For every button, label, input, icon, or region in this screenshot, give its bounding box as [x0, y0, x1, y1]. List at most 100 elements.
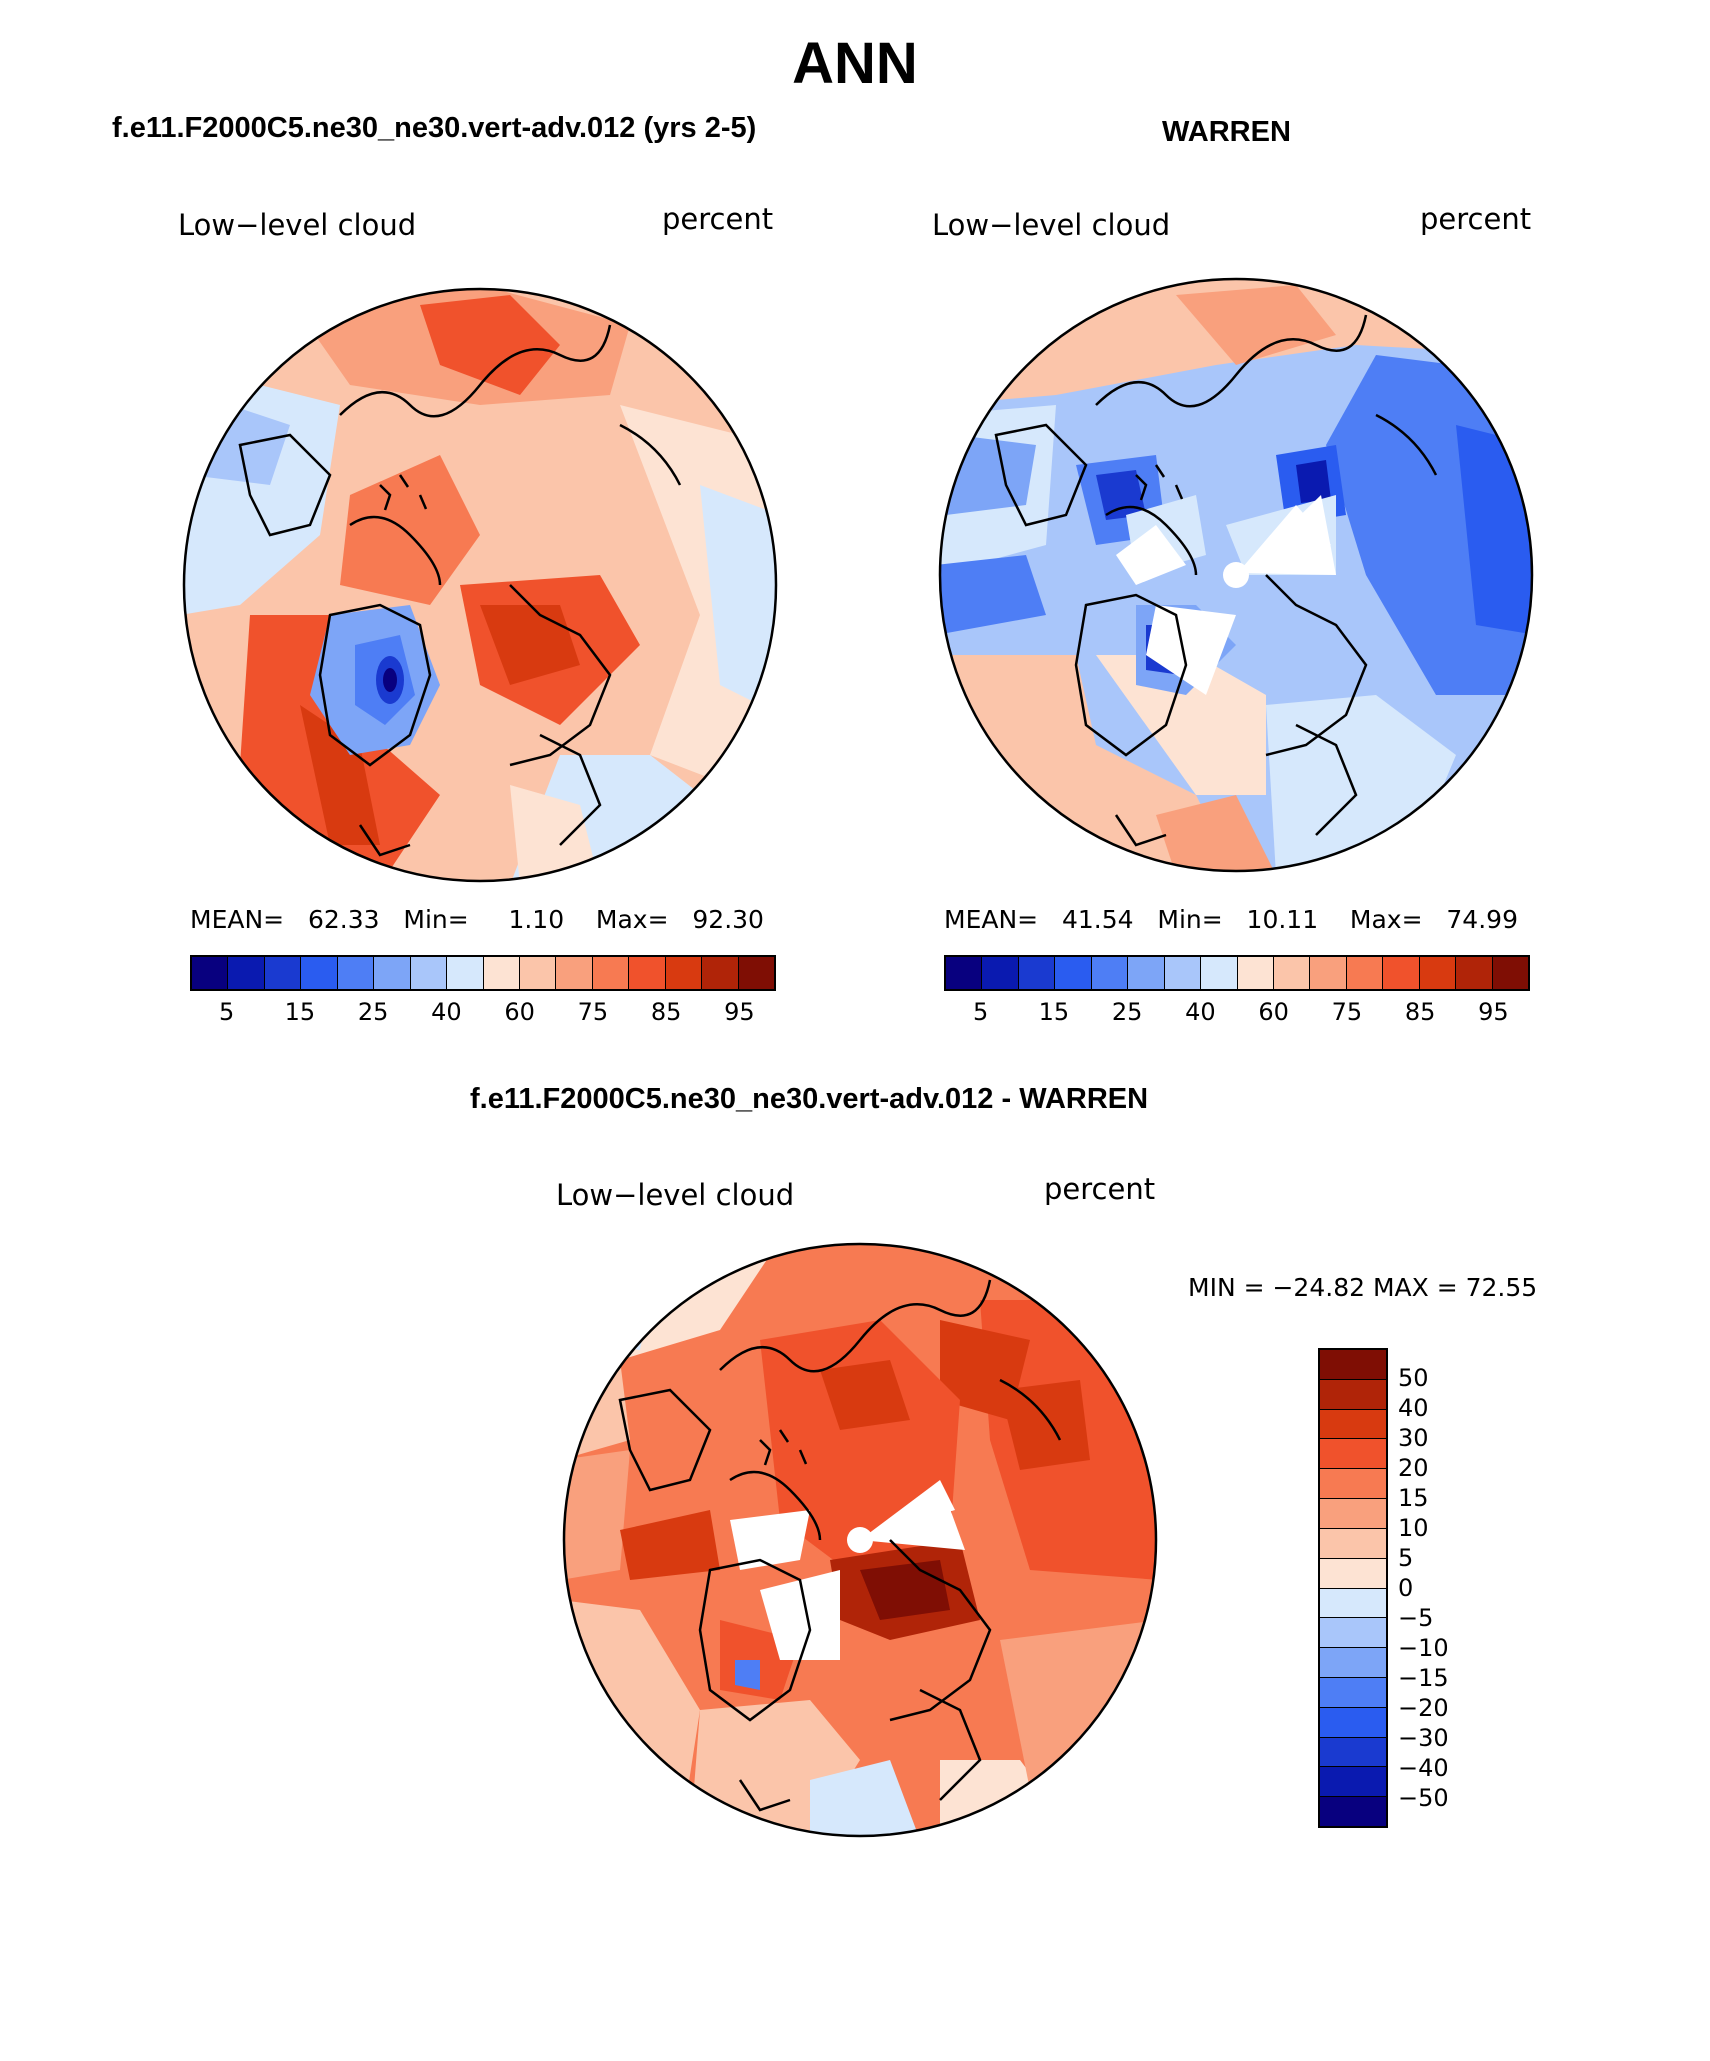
colorbar-tick-label: 15: [1038, 998, 1070, 1026]
colorbar-swatch: [264, 957, 302, 989]
colorbar-tick-label: 50: [1398, 1364, 1429, 1392]
colorbar-tick-label: 5: [972, 998, 989, 1026]
panel-obs-colorbar-ticks: 5 15 25 40 60 75 85 95: [944, 998, 1530, 1028]
colorbar-tick-label: 85: [650, 998, 682, 1026]
colorbar-swatch: [629, 957, 666, 989]
panel-obs-mean-value: 41.54: [1061, 905, 1134, 934]
diff-units-label: percent: [1044, 1172, 1156, 1206]
diff-polar-map: [562, 1242, 1158, 1838]
colorbar-swatch: [410, 957, 448, 989]
colorbar-swatch: [1320, 1707, 1386, 1738]
colorbar-tick-label: −20: [1398, 1694, 1449, 1722]
colorbar-swatch: [1320, 1409, 1386, 1440]
colorbar-swatch: [1320, 1379, 1386, 1410]
colorbar-swatch: [1320, 1677, 1386, 1708]
colorbar-tick-label: 60: [504, 998, 535, 1026]
colorbar-tick-label: 60: [1258, 998, 1289, 1026]
colorbar-swatch: [483, 957, 520, 989]
colorbar-tick-label: 75: [577, 998, 609, 1026]
colorbar-tick-label: 85: [1404, 998, 1436, 1026]
colorbar-swatch: [1320, 1737, 1386, 1768]
colorbar-swatch: [337, 957, 375, 989]
colorbar-swatch: [1419, 957, 1457, 989]
colorbar-swatch: [1018, 957, 1056, 989]
panel-model-stats: MEAN= 62.33 Min= 1.10 Max= 92.30: [190, 905, 764, 934]
colorbar-tick-label: 40: [1185, 998, 1216, 1026]
panel-model-mean-value: 62.33: [307, 905, 380, 934]
diff-case-title: f.e11.F2000C5.ne30_ne30.vert-adv.012 - W…: [470, 1083, 1149, 1115]
colorbar-tick-label: 5: [218, 998, 235, 1026]
panel-obs-min-value: 10.11: [1246, 905, 1319, 934]
panel-obs-max-label: Max=: [1349, 905, 1423, 934]
colorbar-tick-label: 20: [1398, 1454, 1429, 1482]
colorbar-tick-label: 95: [724, 998, 755, 1026]
colorbar-tick-label: 30: [1398, 1424, 1429, 1452]
colorbar-swatch: [1320, 1439, 1386, 1470]
colorbar-swatch: [1055, 957, 1092, 989]
colorbar-swatch: [301, 957, 338, 989]
colorbar-swatch: [592, 957, 630, 989]
colorbar-tick-label: −15: [1398, 1664, 1449, 1692]
diff-minmax: MIN = −24.82 MAX = 72.55: [1188, 1273, 1538, 1302]
colorbar-tick-label: 5: [1398, 1544, 1414, 1572]
colorbar-swatch: [1346, 957, 1384, 989]
diff-variable-label: Low−level cloud: [556, 1178, 795, 1212]
colorbar-swatch: [1492, 957, 1528, 989]
colorbar-tick-label: 10: [1398, 1514, 1429, 1542]
colorbar-swatch: [1091, 957, 1129, 989]
panel-obs-stats: MEAN= 41.54 Min= 10.11 Max= 74.99: [944, 905, 1518, 934]
colorbar-tick-label: 15: [1398, 1484, 1429, 1512]
panel-model-mean-label: MEAN=: [190, 905, 285, 934]
colorbar-swatch: [665, 957, 703, 989]
panel-obs-units-label: percent: [1420, 202, 1532, 236]
colorbar-swatch: [374, 957, 411, 989]
panel-model-polar-map: [182, 287, 778, 883]
colorbar-swatch: [1164, 957, 1202, 989]
colorbar-swatch: [1320, 1648, 1386, 1678]
colorbar-tick-label: 40: [1398, 1394, 1429, 1422]
panel-obs-mean-label: MEAN=: [944, 905, 1039, 934]
panel-model-max-label: Max=: [595, 905, 669, 934]
colorbar-swatch: [1320, 1797, 1386, 1826]
colorbar-swatch: [228, 957, 265, 989]
panel-obs-colorbar: [944, 955, 1530, 991]
panel-model-min-label: Min=: [403, 905, 469, 934]
panel-model-variable-label: Low−level cloud: [178, 208, 417, 242]
panel-obs-polar-map: [938, 277, 1534, 873]
panel-obs-max-value: 74.99: [1446, 905, 1518, 934]
colorbar-swatch: [1320, 1499, 1386, 1529]
colorbar-tick-label: 40: [431, 998, 462, 1026]
panel-obs-case-title: WARREN: [1162, 116, 1291, 148]
colorbar-swatch: [1310, 957, 1347, 989]
panel-obs-variable-label: Low−level cloud: [932, 208, 1171, 242]
colorbar-swatch: [1320, 1350, 1386, 1380]
colorbar-swatch: [1320, 1558, 1386, 1589]
colorbar-swatch: [192, 957, 229, 989]
panel-model-min-value: 1.10: [508, 905, 565, 934]
panel-model-colorbar-ticks: 5 15 25 40 60 75 85 95: [190, 998, 776, 1028]
colorbar-tick-label: 25: [1111, 998, 1143, 1026]
colorbar-tick-label: 0: [1398, 1574, 1414, 1602]
colorbar-swatch: [556, 957, 593, 989]
colorbar-tick-label: 15: [284, 998, 316, 1026]
panel-model-units-label: percent: [662, 202, 774, 236]
colorbar-swatch: [1201, 957, 1238, 989]
colorbar-swatch: [946, 957, 983, 989]
colorbar-tick-label: −30: [1398, 1724, 1449, 1752]
colorbar-swatch: [1320, 1588, 1386, 1619]
colorbar-swatch: [1456, 957, 1493, 989]
diff-colorbar-ticks: 50 40 30 20 15 10 5 0 −5 −10 −15 −20 −30 −40 −50: [1398, 1348, 1518, 1828]
colorbar-tick-label: 95: [1478, 998, 1509, 1026]
colorbar-tick-label: −10: [1398, 1634, 1449, 1662]
colorbar-swatch: [1320, 1618, 1386, 1649]
colorbar-swatch: [519, 957, 557, 989]
panel-model-colorbar: [190, 955, 776, 991]
colorbar-swatch: [1237, 957, 1274, 989]
colorbar-tick-label: −5: [1398, 1604, 1434, 1632]
colorbar-swatch: [1273, 957, 1311, 989]
colorbar-swatch: [738, 957, 774, 989]
diff-colorbar: [1318, 1348, 1388, 1828]
colorbar-tick-label: 25: [357, 998, 389, 1026]
colorbar-swatch: [982, 957, 1019, 989]
colorbar-swatch: [1320, 1767, 1386, 1798]
